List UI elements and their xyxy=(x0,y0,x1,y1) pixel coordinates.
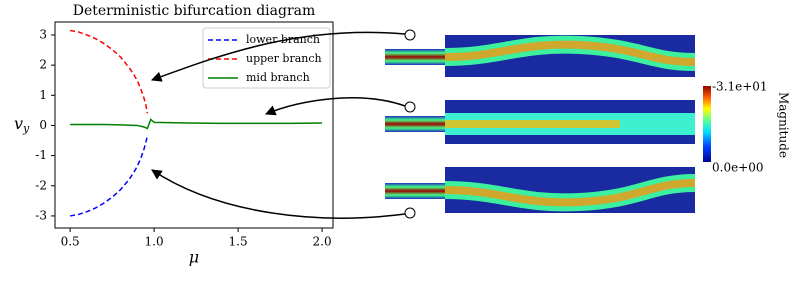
flow-images xyxy=(385,29,696,219)
jet-core xyxy=(444,40,696,66)
marker-circle xyxy=(404,207,416,219)
legend-label: upper branch xyxy=(246,52,322,65)
series-line xyxy=(69,29,149,114)
y-tick-label: -1 xyxy=(35,148,47,162)
y-tick-label: 2 xyxy=(39,58,47,72)
inlet xyxy=(385,116,447,132)
arrow xyxy=(151,169,406,219)
arrow xyxy=(265,97,406,116)
flow-top xyxy=(385,29,696,77)
y-tick-label: -2 xyxy=(35,178,47,192)
y-tick-label: -3 xyxy=(35,208,47,222)
legend-label: mid branch xyxy=(246,71,310,84)
y-axis-label-main: v xyxy=(14,114,23,133)
y-tick-label: 1 xyxy=(39,88,47,102)
flow-middle xyxy=(385,100,695,144)
inlet xyxy=(385,183,447,199)
arrows xyxy=(151,31,406,219)
series-line xyxy=(69,135,149,217)
y-axis-label-sub: y xyxy=(22,122,30,135)
series xyxy=(69,29,149,114)
x-tick-label: 1.0 xyxy=(145,235,164,249)
legend: lower branch upper branch mid branch xyxy=(202,27,331,89)
marker-circle xyxy=(404,101,416,113)
chart-title: Deterministic bifurcation diagram xyxy=(73,3,316,19)
colorbar xyxy=(703,86,711,162)
x-tick-label: 2.0 xyxy=(313,235,332,249)
series xyxy=(70,118,323,130)
y-tick-label: 3 xyxy=(39,27,47,41)
series-line xyxy=(70,118,323,130)
arrow xyxy=(151,31,406,82)
flow-bottom xyxy=(385,167,696,219)
legend-box xyxy=(202,27,331,89)
legend-label: lower branch xyxy=(246,33,320,46)
colorbar-min-label: 0.0e+00 xyxy=(712,161,764,175)
inlet xyxy=(385,49,447,65)
colorbar-title: Magnitude xyxy=(777,92,791,158)
jet-core xyxy=(444,179,696,207)
series xyxy=(69,135,149,217)
x-axis-label: μ xyxy=(189,248,199,267)
y-axis-label: vy xyxy=(14,114,30,136)
x-tick-label: 1.5 xyxy=(229,235,248,249)
y-tick-label: 0 xyxy=(39,118,47,132)
plot: 0.5 1.0 1.5 2.0 -3 -2 -1 0 1 2 3 xyxy=(35,27,331,248)
colorbar-max-label: -3.1e+01 xyxy=(712,80,768,94)
marker-circle xyxy=(404,29,416,41)
x-tick-label: 0.5 xyxy=(61,235,80,249)
